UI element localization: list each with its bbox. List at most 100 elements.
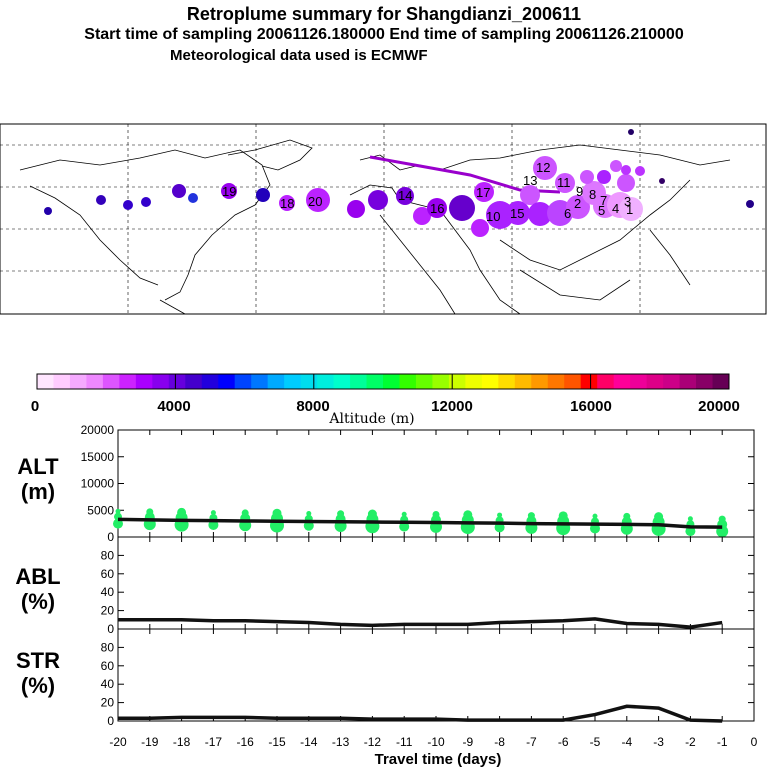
plume-label-7: 7 xyxy=(600,193,607,208)
colorbar-swatch xyxy=(218,374,236,389)
x-tick-label: -20 xyxy=(109,735,127,749)
colorbar-swatch xyxy=(366,374,384,389)
plume-label-3: 3 xyxy=(624,194,631,209)
plume-point xyxy=(306,188,330,212)
y-tick-label: 20 xyxy=(101,604,115,618)
plume-point xyxy=(506,201,530,225)
altitude-particle xyxy=(303,520,314,531)
colorbar-swatch xyxy=(432,374,450,389)
colorbar-tick: 20000 xyxy=(698,398,740,415)
altitude-particle xyxy=(592,513,598,519)
plume-point xyxy=(617,174,635,192)
altitude-particle xyxy=(590,523,600,534)
colorbar-swatch xyxy=(646,374,664,389)
plume-label-13: 13 xyxy=(523,173,537,188)
plume-point xyxy=(368,190,388,210)
plume-point xyxy=(123,200,133,210)
y-tick-label: 40 xyxy=(101,585,115,599)
plume-point xyxy=(746,200,754,208)
y-tick-label: 20 xyxy=(101,696,115,710)
plume-label-9: 9 xyxy=(576,184,583,199)
colorbar-swatch xyxy=(712,374,730,389)
panel-frame xyxy=(117,536,755,630)
plume-point xyxy=(621,165,631,175)
series-line xyxy=(117,517,723,529)
altitude-particle xyxy=(306,510,312,516)
altitude-particle xyxy=(208,519,219,530)
plume-label-12: 12 xyxy=(536,160,550,175)
plume-point xyxy=(347,200,365,218)
colorbar-ticks: 0 4000 8000 12000 16000 20000 xyxy=(31,398,740,415)
altitude-particle xyxy=(210,510,216,516)
sampling-time: Start time of sampling 20061126.180000 E… xyxy=(84,26,684,43)
x-tick-label: -14 xyxy=(300,735,318,749)
altitude-particle xyxy=(685,526,696,537)
plume-point xyxy=(172,184,186,198)
colorbar-swatch xyxy=(350,374,368,389)
plume-point xyxy=(396,187,414,205)
plume-point xyxy=(221,183,237,199)
plume-point xyxy=(96,195,106,205)
colorbar-swatch xyxy=(630,374,648,389)
colorbar-swatch xyxy=(37,374,54,389)
colorbar-swatch xyxy=(234,374,252,389)
x-tick-label: -8 xyxy=(494,735,505,749)
colorbar-swatch xyxy=(663,374,681,389)
str-panel-unit: (%) xyxy=(21,673,55,698)
plume-point xyxy=(566,195,590,219)
colorbar-swatch xyxy=(448,374,466,389)
x-tick-label: -17 xyxy=(205,735,223,749)
plume-label-8: 8 xyxy=(589,187,596,202)
plume-point xyxy=(449,195,475,221)
colorbar-swatch xyxy=(267,374,285,389)
plume-point xyxy=(528,202,552,226)
map-panel: 20 19 18 17 16 15 14 13 12 11 10 9 8 7 6… xyxy=(0,123,767,315)
x-tick-label: -13 xyxy=(332,735,350,749)
y-tick-label: 80 xyxy=(101,640,115,654)
x-tick-label: -6 xyxy=(558,735,569,749)
y-tick-label: 0 xyxy=(107,622,114,636)
colorbar-swatch xyxy=(514,374,532,389)
abl-panel-unit: (%) xyxy=(21,589,55,614)
colorbar-swatch xyxy=(119,374,137,389)
plume-label-1: 1 xyxy=(626,202,633,217)
colorbar-swatch xyxy=(383,374,400,389)
colorbar-tick: 8000 xyxy=(296,398,329,415)
colorbar-swatch xyxy=(696,374,714,389)
colorbar-swatch xyxy=(185,374,203,389)
plume-point xyxy=(520,185,540,205)
alt-panel-label: ALT xyxy=(17,454,59,479)
x-axis-label: Travel time (days) xyxy=(375,751,502,768)
colorbar-swatch xyxy=(498,374,516,389)
plume-point xyxy=(659,178,665,184)
y-tick-label: 5000 xyxy=(87,503,114,517)
coastlines xyxy=(19,139,731,315)
x-tick-label: -9 xyxy=(462,735,473,749)
plume-label-6: 6 xyxy=(564,206,571,221)
colorbar-swatch xyxy=(201,374,219,389)
y-tick-label: 0 xyxy=(107,530,114,544)
colorbar-swatch xyxy=(415,374,433,389)
x-tick-label: -12 xyxy=(364,735,382,749)
plume-label-17: 17 xyxy=(476,185,490,200)
colorbar-swatch xyxy=(333,374,351,389)
colorbar-swatch xyxy=(580,374,598,389)
plume-point xyxy=(256,188,270,202)
plume-label-18: 18 xyxy=(280,196,294,211)
plume-label-14: 14 xyxy=(398,188,412,203)
colorbar-swatch xyxy=(284,374,302,389)
plume-point xyxy=(619,197,643,221)
y-tick-label: 10000 xyxy=(81,477,115,491)
series-line xyxy=(118,704,723,723)
altitude-particle xyxy=(115,508,121,514)
plume-labels: 20 19 18 17 16 15 14 13 12 11 10 9 8 7 6… xyxy=(222,160,633,224)
y-tick-label: 60 xyxy=(101,567,115,581)
colorbar-swatch xyxy=(531,374,549,389)
plume-label-10: 10 xyxy=(486,209,500,224)
plume-point xyxy=(610,160,622,172)
plume-point xyxy=(471,219,489,237)
plume-label-19: 19 xyxy=(222,184,236,199)
plume-label-5: 5 xyxy=(598,203,605,218)
y-tick-label: 60 xyxy=(101,659,115,673)
